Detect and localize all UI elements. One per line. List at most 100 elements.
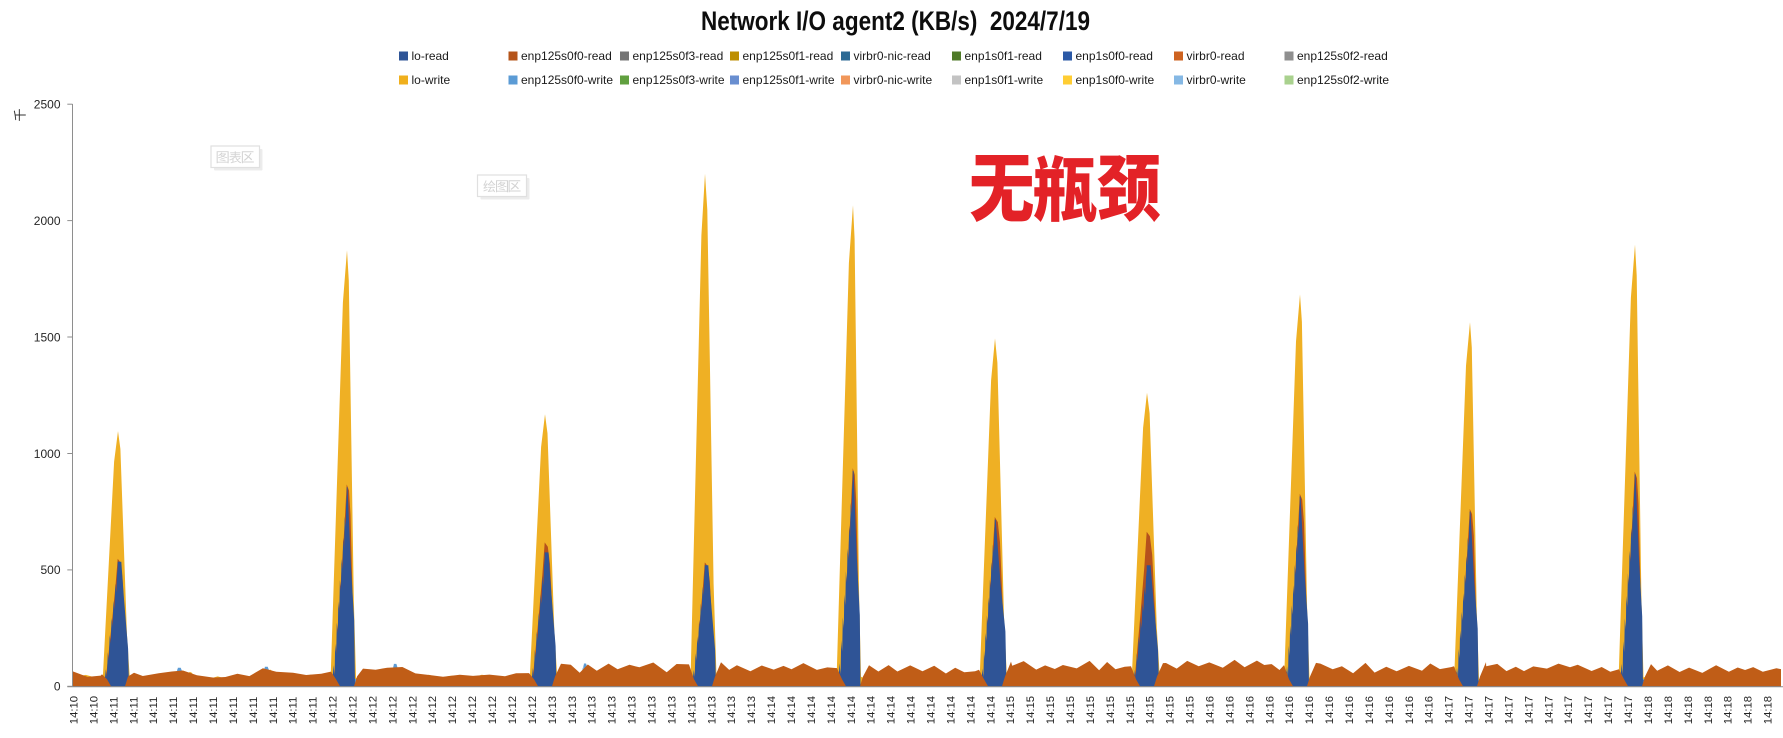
svg-text:14:14: 14:14 — [965, 696, 977, 724]
svg-text:14:18: 14:18 — [1763, 696, 1775, 724]
svg-text:14:16: 14:16 — [1304, 696, 1316, 724]
svg-text:enp1s0f1-write: enp1s0f1-write — [965, 73, 1044, 87]
svg-text:14:14: 14:14 — [766, 696, 778, 724]
svg-text:14:11: 14:11 — [148, 697, 160, 724]
svg-text:500: 500 — [40, 563, 60, 577]
svg-text:14:11: 14:11 — [268, 697, 280, 724]
svg-text:2500: 2500 — [34, 98, 61, 112]
svg-text:lo-write: lo-write — [412, 73, 451, 87]
svg-text:14:12: 14:12 — [387, 696, 399, 724]
svg-text:14:17: 14:17 — [1543, 696, 1555, 724]
svg-text:virbr0-nic-read: virbr0-nic-read — [854, 49, 931, 63]
svg-text:14:18: 14:18 — [1643, 696, 1655, 724]
svg-text:14:18: 14:18 — [1723, 696, 1735, 724]
svg-text:14:14: 14:14 — [906, 696, 918, 724]
svg-text:14:13: 14:13 — [686, 696, 698, 724]
svg-text:14:12: 14:12 — [348, 696, 360, 724]
svg-text:14:13: 14:13 — [567, 696, 579, 724]
svg-text:14:14: 14:14 — [826, 696, 838, 724]
svg-text:14:16: 14:16 — [1344, 696, 1356, 724]
svg-text:14:12: 14:12 — [328, 696, 340, 724]
svg-text:14:14: 14:14 — [985, 696, 997, 724]
svg-text:14:12: 14:12 — [527, 696, 539, 724]
svg-text:14:14: 14:14 — [886, 696, 898, 724]
svg-text:14:11: 14:11 — [108, 697, 120, 724]
svg-text:14:12: 14:12 — [507, 696, 519, 724]
svg-text:14:17: 14:17 — [1523, 696, 1535, 724]
svg-text:enp125s0f3-read: enp125s0f3-read — [633, 49, 724, 63]
svg-text:14:14: 14:14 — [926, 696, 938, 724]
svg-text:14:15: 14:15 — [1185, 696, 1197, 724]
svg-text:14:10: 14:10 — [88, 696, 100, 724]
svg-text:14:13: 14:13 — [607, 696, 619, 724]
svg-text:14:16: 14:16 — [1384, 696, 1396, 724]
svg-text:14:12: 14:12 — [467, 696, 479, 724]
svg-text:enp125s0f1-write: enp125s0f1-write — [743, 73, 835, 87]
svg-text:14:17: 14:17 — [1444, 696, 1456, 724]
svg-text:14:17: 14:17 — [1484, 696, 1496, 724]
svg-text:14:13: 14:13 — [746, 696, 758, 724]
svg-text:14:15: 14:15 — [1125, 696, 1137, 724]
svg-text:14:15: 14:15 — [1065, 696, 1077, 724]
svg-text:14:15: 14:15 — [1165, 696, 1177, 724]
svg-text:14:11: 14:11 — [188, 697, 200, 724]
svg-text:1000: 1000 — [34, 447, 61, 461]
svg-text:14:12: 14:12 — [367, 696, 379, 724]
svg-text:1500: 1500 — [34, 330, 61, 344]
svg-text:14:12: 14:12 — [427, 696, 439, 724]
svg-text:0: 0 — [54, 680, 61, 694]
svg-text:14:17: 14:17 — [1623, 696, 1635, 724]
svg-text:14:12: 14:12 — [407, 696, 419, 724]
svg-text:14:18: 14:18 — [1703, 696, 1715, 724]
svg-text:virbr0-nic-write: virbr0-nic-write — [854, 73, 933, 87]
svg-text:14:15: 14:15 — [1145, 696, 1157, 724]
svg-text:14:12: 14:12 — [487, 696, 499, 724]
svg-text:2000: 2000 — [34, 214, 61, 228]
svg-text:14:18: 14:18 — [1683, 696, 1695, 724]
svg-text:14:18: 14:18 — [1663, 696, 1675, 724]
svg-text:14:17: 14:17 — [1563, 696, 1575, 724]
svg-text:enp125s0f0-read: enp125s0f0-read — [521, 49, 612, 63]
svg-text:virbr0-write: virbr0-write — [1187, 73, 1247, 87]
svg-text:14:16: 14:16 — [1264, 696, 1276, 724]
svg-text:lo-read: lo-read — [412, 49, 449, 63]
svg-text:enp1s0f0-write: enp1s0f0-write — [1076, 73, 1155, 87]
svg-text:enp125s0f2-write: enp125s0f2-write — [1297, 73, 1389, 87]
svg-text:14:17: 14:17 — [1504, 696, 1516, 724]
svg-text:14:13: 14:13 — [726, 696, 738, 724]
svg-text:14:15: 14:15 — [1005, 696, 1017, 724]
svg-text:14:17: 14:17 — [1603, 696, 1615, 724]
svg-text:14:13: 14:13 — [647, 696, 659, 724]
svg-text:14:10: 14:10 — [69, 696, 81, 724]
svg-text:14:16: 14:16 — [1364, 696, 1376, 724]
svg-text:14:11: 14:11 — [308, 697, 320, 724]
svg-text:14:14: 14:14 — [806, 696, 818, 724]
svg-text:14:15: 14:15 — [1085, 696, 1097, 724]
svg-text:14:11: 14:11 — [288, 697, 300, 724]
svg-text:enp125s0f2-read: enp125s0f2-read — [1297, 49, 1388, 63]
svg-text:14:14: 14:14 — [866, 696, 878, 724]
svg-text:14:16: 14:16 — [1424, 696, 1436, 724]
svg-text:14:16: 14:16 — [1284, 696, 1296, 724]
svg-text:14:12: 14:12 — [447, 696, 459, 724]
svg-text:14:14: 14:14 — [945, 696, 957, 724]
svg-text:enp125s0f0-write: enp125s0f0-write — [521, 73, 613, 87]
svg-text:14:11: 14:11 — [248, 697, 260, 724]
svg-text:14:11: 14:11 — [168, 697, 180, 724]
svg-text:14:18: 14:18 — [1743, 696, 1755, 724]
svg-text:14:13: 14:13 — [587, 696, 599, 724]
svg-text:14:17: 14:17 — [1464, 696, 1476, 724]
svg-text:14:13: 14:13 — [706, 696, 718, 724]
svg-text:enp125s0f3-write: enp125s0f3-write — [633, 73, 725, 87]
svg-text:14:14: 14:14 — [786, 696, 798, 724]
svg-text:14:15: 14:15 — [1025, 696, 1037, 724]
svg-text:14:14: 14:14 — [846, 696, 858, 724]
svg-text:14:16: 14:16 — [1205, 696, 1217, 724]
svg-text:enp125s0f1-read: enp125s0f1-read — [743, 49, 834, 63]
svg-text:14:11: 14:11 — [208, 697, 220, 724]
svg-text:14:16: 14:16 — [1324, 696, 1336, 724]
svg-text:14:16: 14:16 — [1404, 696, 1416, 724]
svg-text:14:16: 14:16 — [1224, 696, 1236, 724]
svg-text:14:11: 14:11 — [128, 697, 140, 724]
svg-text:14:16: 14:16 — [1244, 696, 1256, 724]
